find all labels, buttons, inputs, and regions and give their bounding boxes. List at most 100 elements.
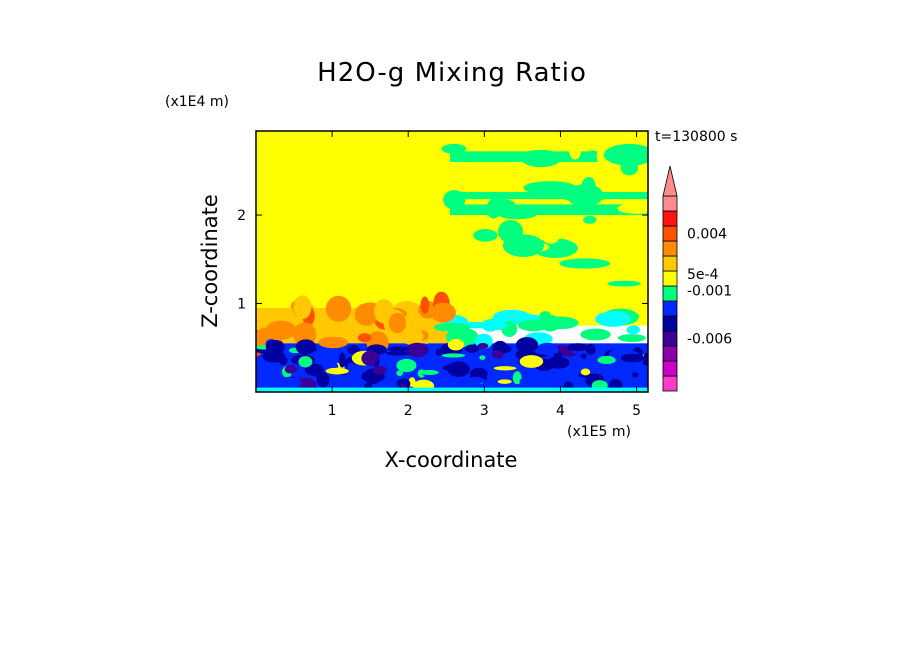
field-blob	[266, 355, 277, 361]
field-blob	[631, 372, 639, 378]
field-band-green	[450, 192, 648, 200]
field-blob	[278, 355, 288, 366]
colorbar-label: -0.006	[687, 332, 732, 348]
field-blob	[479, 355, 486, 360]
y-axis-unit: (x1E4 m)	[165, 94, 229, 110]
field-blob	[338, 352, 346, 368]
field-band-green	[450, 204, 648, 216]
y-tick-label: 2	[237, 208, 246, 224]
field-blob	[568, 137, 582, 160]
field-blob	[546, 356, 570, 369]
x-tick-label: 1	[328, 403, 337, 419]
field-blob	[603, 143, 648, 166]
field-blob	[347, 344, 360, 355]
field-blob	[361, 350, 379, 366]
field-blob	[617, 203, 648, 214]
x-tick-label: 4	[556, 403, 565, 419]
field-blob	[558, 270, 591, 288]
field-blob	[443, 190, 466, 210]
field-blob	[585, 343, 596, 355]
field-blob	[481, 319, 499, 332]
chart-title: H2O-g Mixing Ratio	[317, 58, 587, 88]
field-blob	[396, 358, 417, 373]
field-blob	[491, 349, 504, 359]
field-blob	[519, 355, 544, 368]
field-blob	[435, 348, 443, 356]
colorbar-band	[662, 300, 678, 317]
field-blob	[595, 311, 631, 327]
field-blob	[523, 181, 577, 195]
field-blob	[464, 344, 480, 353]
colorbar-band	[662, 315, 678, 332]
field-blob	[398, 384, 407, 389]
field-blob	[566, 184, 604, 207]
colorbar-band	[662, 195, 678, 212]
field-blob	[304, 363, 324, 376]
colorbar-band	[662, 255, 678, 272]
field-blob	[580, 368, 591, 376]
field-blob	[420, 296, 430, 314]
field-blob	[405, 342, 429, 358]
colorbar-label: 5e-4	[687, 267, 719, 283]
field-blob	[388, 312, 406, 334]
colorbar-band	[662, 285, 678, 302]
field-blob	[502, 234, 545, 257]
field-ground-strip	[256, 387, 648, 392]
field-blob	[347, 362, 355, 374]
field-blob	[597, 355, 616, 365]
x-axis-ticks: 1 2 3 4 5	[328, 131, 641, 419]
field-blob	[580, 353, 587, 359]
field-blob	[325, 367, 349, 375]
field-blob	[515, 337, 539, 353]
field-blob	[385, 351, 411, 356]
field-blob	[617, 334, 646, 342]
field-blob	[400, 328, 424, 345]
x-tick-label: 5	[632, 403, 641, 419]
field-blob	[430, 302, 456, 323]
field-blob	[387, 346, 409, 352]
field-blob	[493, 366, 517, 371]
field-blob	[626, 325, 640, 335]
field-region-upper-left-uniform	[256, 131, 451, 308]
field-blob	[642, 352, 648, 368]
colorbar: 0.004 5e-4-0.001 -0.006	[662, 165, 732, 392]
field-blob	[299, 346, 318, 353]
field-blob	[408, 377, 416, 387]
field-blob	[420, 369, 439, 376]
field-blob	[447, 377, 456, 382]
heatmap-field	[256, 131, 648, 392]
field-blob	[441, 143, 467, 154]
field-blob	[580, 328, 611, 341]
field-blob	[521, 149, 561, 168]
field-blob	[442, 364, 462, 372]
field-blob	[497, 209, 537, 220]
time-stamp: t=130800 s	[655, 129, 738, 145]
field-blob	[621, 353, 644, 363]
field-blob	[325, 295, 352, 322]
colorbar-extend-arrow	[662, 165, 678, 197]
field-blob	[477, 342, 489, 349]
field-blob	[416, 354, 434, 365]
field-blob	[447, 338, 465, 351]
colorbar-band	[662, 345, 678, 362]
y-axis-ticks: 12	[237, 208, 648, 313]
field-blob	[539, 311, 552, 323]
field-blob	[293, 295, 312, 320]
x-tick-label: 2	[404, 403, 413, 419]
field-blob	[512, 371, 522, 385]
field-blob	[583, 215, 597, 224]
field-blob	[492, 309, 531, 325]
field-blob	[540, 221, 561, 244]
field-blob	[473, 229, 498, 242]
x-axis-label: X-coordinate	[384, 448, 518, 472]
field-blob	[497, 379, 512, 384]
colorbar-band	[662, 225, 678, 242]
field-blob	[256, 361, 264, 368]
field-blob	[298, 356, 313, 368]
field-blob	[316, 371, 330, 388]
field-blob	[357, 333, 372, 343]
field-blob	[632, 365, 648, 371]
colorbar-band	[662, 240, 678, 257]
field-blob	[372, 365, 387, 375]
